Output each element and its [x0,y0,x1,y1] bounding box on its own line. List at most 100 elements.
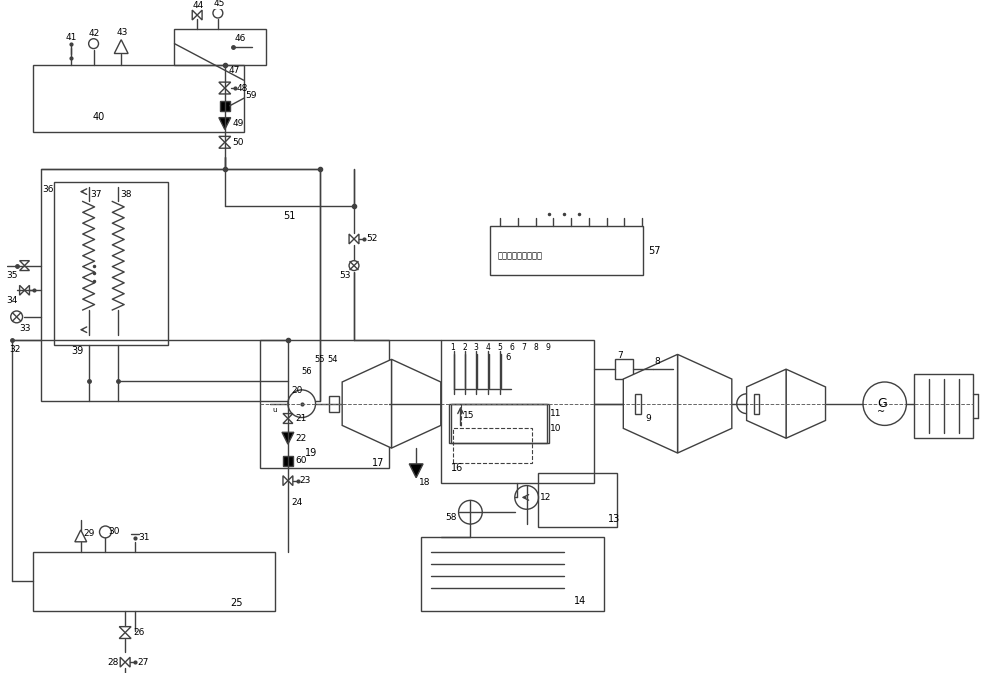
Text: 60: 60 [296,456,307,466]
Bar [538,472,617,527]
Text: 48: 48 [237,83,248,92]
Polygon shape [349,234,354,244]
Polygon shape [283,414,293,419]
Text: 9: 9 [545,343,550,352]
Polygon shape [125,658,130,667]
Bar [54,182,168,345]
Bar [33,552,275,611]
Text: 55: 55 [315,355,325,364]
Text: 9: 9 [645,414,651,423]
Circle shape [863,382,906,425]
Circle shape [89,39,99,48]
Polygon shape [20,266,29,271]
Text: 33: 33 [20,324,31,333]
Text: 45: 45 [214,0,225,7]
Text: G: G [877,397,887,411]
Text: 38: 38 [120,190,132,199]
Bar [615,359,633,379]
Circle shape [737,394,756,414]
Text: 53: 53 [339,271,351,280]
Text: 15: 15 [463,411,474,420]
Polygon shape [114,40,128,54]
Bar [260,340,389,468]
Text: 13: 13 [608,514,620,524]
Bar [421,537,604,611]
Text: 3: 3 [473,343,478,352]
Polygon shape [119,627,131,633]
Polygon shape [282,432,294,444]
Polygon shape [342,359,391,448]
Text: ~: ~ [877,406,885,417]
Text: 31: 31 [138,534,149,542]
Polygon shape [20,285,25,295]
Text: 54: 54 [327,355,338,364]
Polygon shape [119,633,131,639]
Circle shape [100,526,111,538]
Polygon shape [25,285,29,295]
Text: 8: 8 [534,343,538,352]
Polygon shape [219,82,231,88]
Bar [220,101,230,111]
Bar [490,226,643,275]
Text: 2: 2 [463,343,467,352]
Text: 14: 14 [574,596,586,606]
Text: 4: 4 [485,343,490,352]
Text: 7: 7 [522,343,527,352]
Text: 23: 23 [300,476,311,485]
Circle shape [11,311,23,323]
Text: 16: 16 [451,463,463,473]
Polygon shape [354,234,359,244]
Circle shape [459,500,482,524]
Bar [283,456,293,466]
Text: 12: 12 [540,493,552,502]
Polygon shape [120,658,125,667]
Bar [914,374,973,438]
Circle shape [349,260,359,271]
Text: 43: 43 [116,28,128,37]
Polygon shape [75,530,87,542]
Text: 6: 6 [510,343,515,352]
Polygon shape [391,359,441,448]
Text: 21: 21 [296,414,307,423]
Text: 26: 26 [133,628,144,637]
Text: 24: 24 [291,498,302,507]
Text: 5: 5 [497,343,502,352]
Text: 30: 30 [108,528,120,536]
Text: 28: 28 [107,658,119,667]
Text: 19: 19 [305,448,317,458]
Text: 22: 22 [296,433,307,443]
Text: 29: 29 [84,530,95,538]
Polygon shape [219,88,231,94]
Polygon shape [219,142,231,148]
Bar [41,169,320,400]
Bar [174,29,266,65]
Text: 32: 32 [10,345,21,354]
Bar [754,394,759,414]
Polygon shape [219,137,231,142]
Text: 58: 58 [446,513,457,522]
Text: 47: 47 [229,66,240,75]
Bar [33,65,244,133]
Polygon shape [678,355,732,453]
Text: 20: 20 [291,386,302,395]
Text: 56: 56 [302,367,312,376]
Text: 46: 46 [235,34,246,43]
Polygon shape [288,476,293,486]
Text: 11: 11 [550,409,562,418]
Circle shape [288,390,316,417]
Bar [329,396,339,412]
Text: 36: 36 [42,185,54,194]
Bar [441,340,594,483]
Text: 52: 52 [366,234,377,244]
Bar [453,428,532,463]
Polygon shape [283,476,288,486]
Bar [635,394,641,414]
Text: 49: 49 [233,119,244,128]
Polygon shape [747,369,786,438]
Text: 35: 35 [7,271,18,280]
Polygon shape [197,10,202,20]
Text: 50: 50 [233,138,244,147]
Polygon shape [192,10,197,20]
Circle shape [635,396,651,412]
Text: 1: 1 [451,343,455,352]
